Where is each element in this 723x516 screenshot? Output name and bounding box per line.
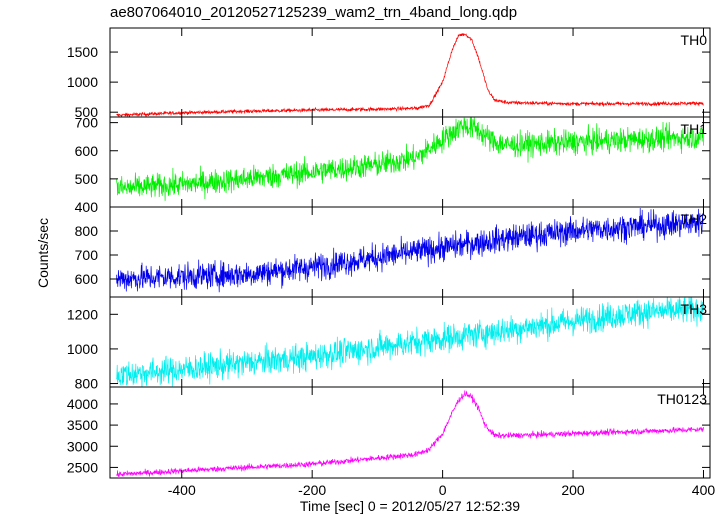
y-tick-label: 3000 xyxy=(67,438,98,454)
series-line-th2 xyxy=(116,207,704,293)
y-tick-label: 400 xyxy=(75,199,99,215)
x-tick-label: -400 xyxy=(168,482,196,498)
y-tick-label: 800 xyxy=(75,376,99,392)
y-tick-label: 1000 xyxy=(67,341,98,357)
y-tick-label: 4000 xyxy=(67,396,98,412)
y-tick-label: 1000 xyxy=(67,74,98,90)
panel-frame-th0123 xyxy=(109,386,711,479)
y-tick-label: 700 xyxy=(75,115,99,131)
panel-label-th1: TH1 xyxy=(681,121,708,137)
panel-label-th2: TH2 xyxy=(681,211,708,227)
series-line-th1 xyxy=(116,117,704,201)
x-axis-label: Time [sec] 0 = 2012/05/27 12:52:39 xyxy=(300,498,520,514)
series-line-th0123 xyxy=(116,390,704,477)
y-tick-label: 700 xyxy=(75,247,99,263)
x-tick-label: 400 xyxy=(692,482,716,498)
panel-label-th0: TH0 xyxy=(681,32,708,48)
panel-label-th3: TH3 xyxy=(681,301,708,317)
y-tick-label: 500 xyxy=(75,171,99,187)
y-tick-label: 3500 xyxy=(67,417,98,433)
y-tick-label: 1500 xyxy=(67,44,98,60)
series-line-th0 xyxy=(116,33,704,117)
y-axis-label: Counts/sec xyxy=(35,218,51,288)
x-tick-label: -200 xyxy=(298,482,326,498)
x-tick-label: 200 xyxy=(561,482,585,498)
panel-label-th0123: TH0123 xyxy=(657,391,707,407)
y-tick-label: 500 xyxy=(75,104,99,120)
chart-title: ae807064010_20120527125239_wam2_trn_4ban… xyxy=(110,4,518,21)
x-tick-label: 0 xyxy=(439,482,447,498)
y-tick-label: 2500 xyxy=(67,459,98,475)
y-tick-label: 1200 xyxy=(67,306,98,322)
y-tick-label: 600 xyxy=(75,271,99,287)
y-tick-label: 600 xyxy=(75,143,99,159)
y-tick-label: 800 xyxy=(75,223,99,239)
series-line-th3 xyxy=(116,297,704,387)
